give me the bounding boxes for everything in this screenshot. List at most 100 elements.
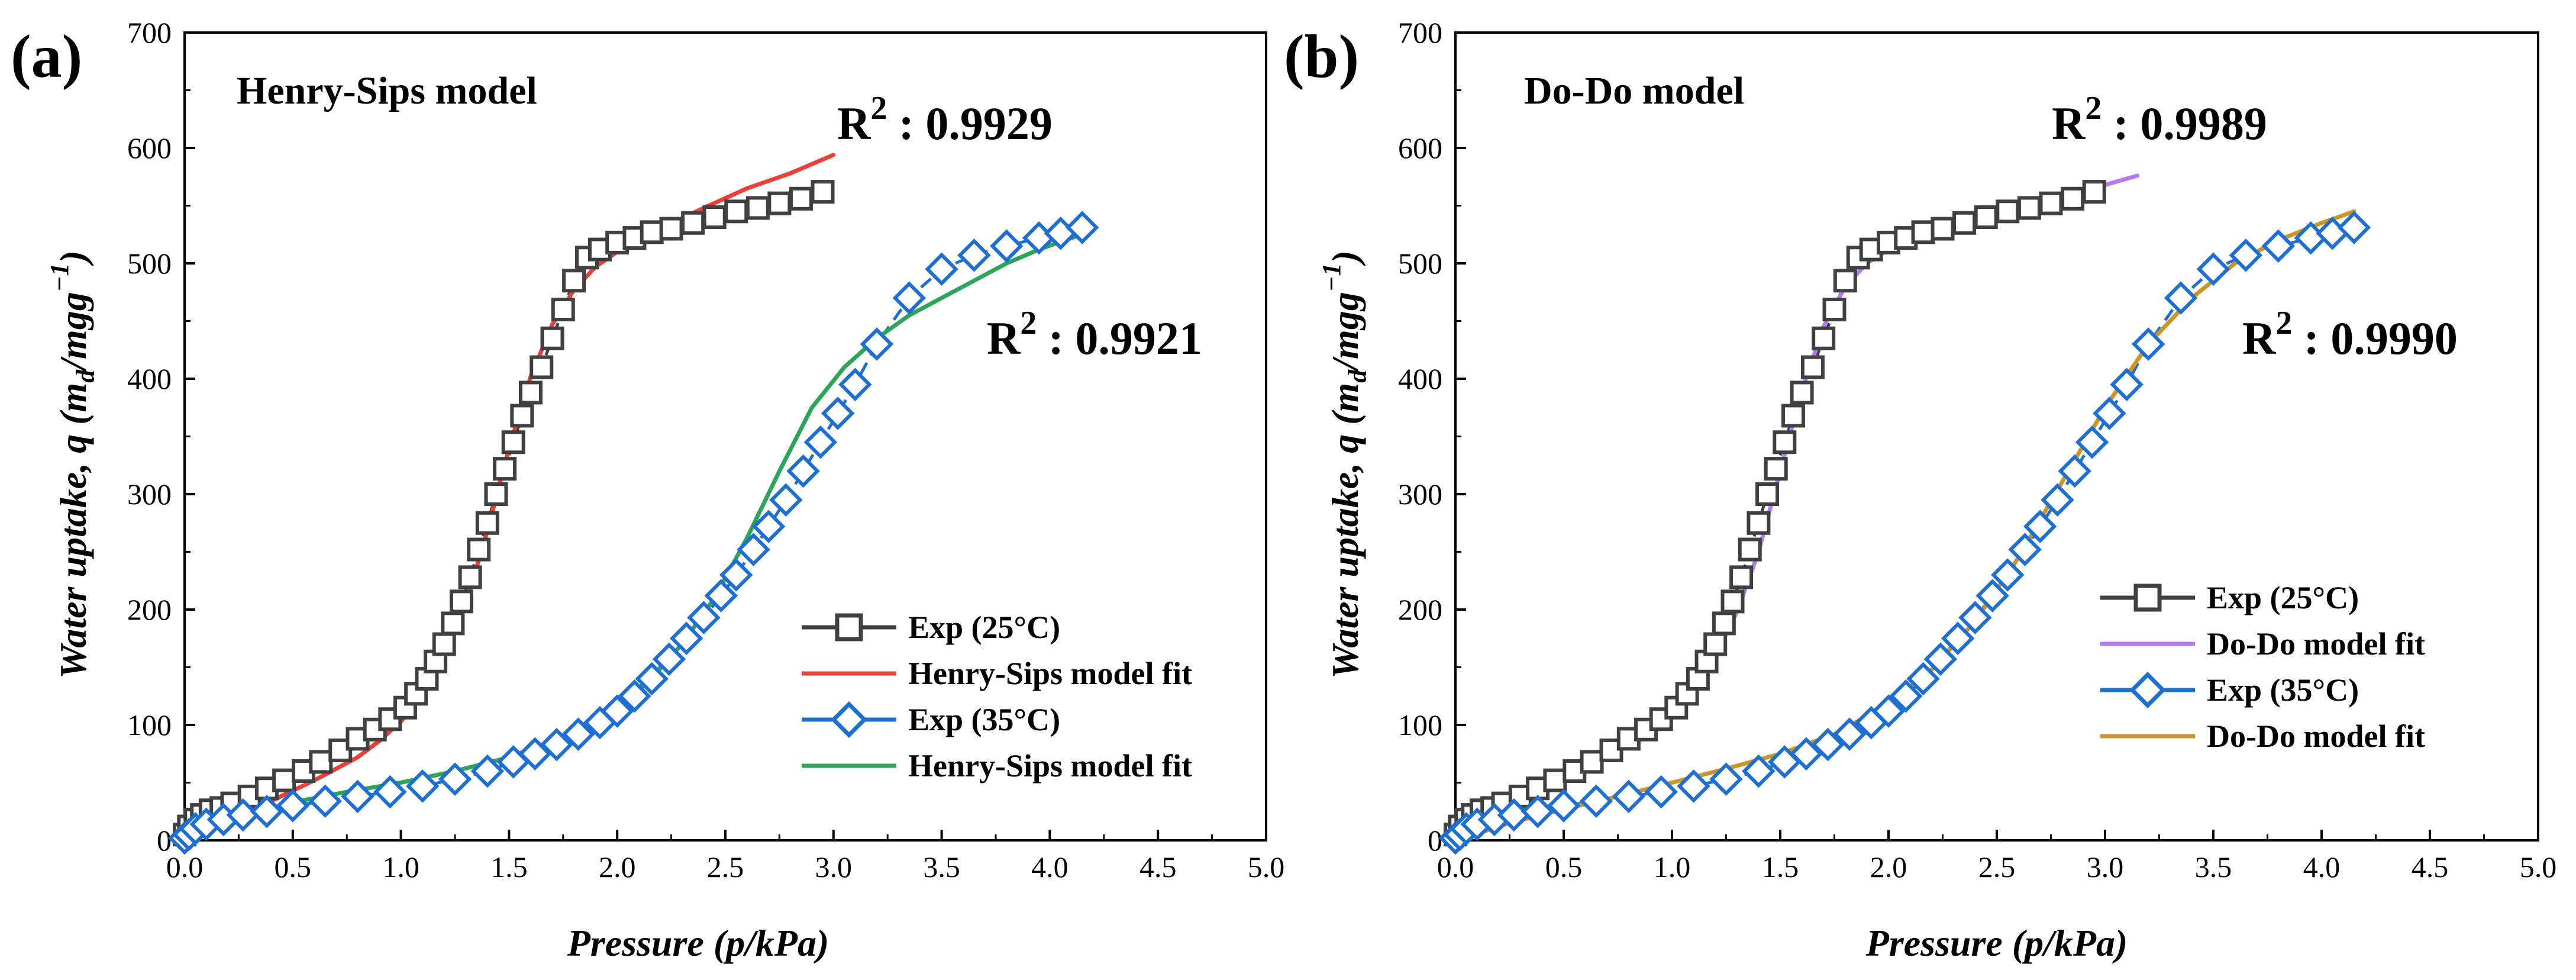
legend-marker-square (835, 613, 863, 641)
panel-b-r2-bottom-value: : 0.9990 (2292, 312, 2457, 364)
panel-b-r2-top-value: : 0.9989 (2102, 98, 2267, 149)
data-point-square (1755, 482, 1780, 506)
data-point-square (1812, 326, 1836, 350)
data-point-square (1738, 537, 1762, 562)
data-point-square (724, 199, 748, 224)
data-point-square (551, 298, 575, 321)
data-point-square (681, 211, 705, 235)
panel-b-y-axis-label: Water uptake, q (md/mgg−1) (1317, 250, 1372, 679)
data-point-square (702, 205, 727, 229)
data-point-square (640, 220, 664, 244)
data-point-diamond (250, 795, 284, 829)
panel-b-x-tick-label: 4.5 (2412, 850, 2449, 884)
panel-a-r2-top-r: R (837, 98, 871, 149)
panel-b-x-tick-label: 0.0 (1437, 850, 1474, 884)
panel-a-r2-top: R2 : 0.9929 (837, 90, 1053, 149)
panel-b-y-tick-label: 0 (1428, 824, 1442, 857)
data-point-diamond (2008, 533, 2042, 566)
data-point-diamond (1521, 795, 1555, 829)
data-point-diamond (470, 754, 505, 788)
panel-a-x-tick-label: 0.5 (275, 850, 312, 884)
legend-marker-square (2133, 584, 2162, 612)
panel-b: (b) 0.0 0.5 1.0 1.5 2.0 2.5 3.0 3.5 4.0 4.5 5.0 0 10… (1284, 16, 2556, 964)
legend-label: Exp (35°C) (908, 702, 1060, 737)
data-point-square (1634, 717, 1658, 742)
data-point-diamond (1975, 579, 2009, 612)
legend-label: Exp (35°C) (2207, 672, 2359, 708)
panel-a-x-tick-label: 1.5 (490, 850, 528, 884)
panel-b-x-tick-label: 1.5 (1762, 850, 1799, 884)
panel-a-y-tick-label: 400 (127, 362, 172, 395)
panel-a-series-0-connector (183, 190, 824, 836)
data-point-square (1703, 632, 1728, 656)
panel-b-y-tick-label: 400 (1398, 362, 1442, 395)
panel-b-r2-bottom-sup: 2 (2275, 305, 2292, 341)
data-point-square (493, 457, 517, 481)
panel-a-x-tick-label: 5.0 (1248, 850, 1285, 884)
data-point-square (2039, 191, 2063, 215)
data-point-square (441, 611, 465, 636)
panel-b-series-2-markers (1438, 211, 2371, 855)
panel-b-model-title: Do-Do model (1524, 69, 1744, 112)
data-point-diamond (2164, 281, 2198, 315)
panel-a-y-tick-label: 600 (127, 131, 172, 165)
panel-a-y-tick-label: 300 (127, 478, 172, 511)
data-point-square (1764, 457, 1788, 481)
data-point-square (1720, 589, 1745, 614)
panel-a-x-tick-label: 4.0 (1031, 850, 1069, 884)
data-point-square (1800, 355, 1825, 379)
panel-a-y-tick-label: 200 (127, 593, 172, 626)
data-point-diamond (786, 454, 820, 488)
legend-entry: Do-Do model fit (2100, 718, 2425, 754)
panel-b-y-tick-label: 200 (1398, 593, 1442, 626)
data-point-diamond (2023, 510, 2057, 543)
data-point-diamond (838, 368, 872, 401)
data-point-diamond (2261, 229, 2296, 263)
data-point-diamond (2110, 368, 2144, 401)
data-point-diamond (600, 694, 634, 728)
data-point-diamond (803, 425, 838, 459)
data-point-diamond (719, 558, 753, 592)
data-point-diamond (751, 510, 786, 543)
panel-b-r2-bottom: R2 : 0.9990 (2242, 305, 2458, 364)
data-point-square (811, 180, 835, 204)
legend-entry: Exp (25°C) (2100, 580, 2359, 615)
data-point-square (432, 632, 456, 656)
panel-a-letter: (a) (11, 22, 82, 91)
data-point-square (2061, 186, 2085, 211)
data-point-diamond (1906, 662, 1940, 696)
panel-b-r2-bottom-r: R (2242, 312, 2277, 364)
panel-a-y-tick-label: 700 (127, 16, 172, 49)
data-point-square (1822, 298, 1847, 321)
panel-a-plot-frame (183, 31, 1267, 842)
panel-a-x-axis-label: Pressure (p/kPa) (567, 922, 829, 964)
data-point-square (2082, 180, 2106, 204)
panel-a-r2-bottom-value: : 0.9921 (1037, 312, 1202, 364)
data-point-square (484, 482, 508, 506)
panel-b-legend: Exp (25°C) Do-Do model fit Exp (35°C) Do… (2100, 580, 2425, 754)
data-point-diamond (1065, 211, 1099, 244)
data-point-diamond (821, 396, 855, 430)
panel-a-y-label-sub: d (71, 369, 100, 383)
data-point-diamond (438, 762, 472, 796)
data-point-diamond (373, 775, 407, 809)
data-point-diamond (308, 784, 342, 818)
data-point-square (475, 511, 499, 535)
data-point-diamond (2041, 483, 2074, 517)
data-point-square (1712, 611, 1736, 636)
legend-label: Do-Do model fit (2207, 718, 2425, 754)
data-point-diamond (1547, 789, 1581, 823)
data-point-square (1580, 750, 1604, 774)
panel-b-x-tick-label: 3.0 (2087, 850, 2124, 884)
panel-a-x-tick-label: 3.5 (923, 850, 960, 884)
legend-label: Exp (25°C) (908, 610, 1060, 645)
data-point-diamond (957, 238, 991, 272)
data-point-diamond (1579, 784, 1613, 818)
panel-b-x-tick-label: 2.0 (1870, 850, 1907, 884)
panel-b-x-tick-label: 0.5 (1545, 850, 1583, 884)
legend-label: Henry-Sips model fit (908, 748, 1192, 784)
panel-a-x-tick-label: 0.0 (166, 850, 204, 884)
data-point-diamond (341, 779, 375, 814)
panel-a-r2-top-sup: 2 (870, 90, 887, 127)
panel-a-legend: Exp (25°C) Henry-Sips model fit Exp (35°… (802, 610, 1192, 784)
